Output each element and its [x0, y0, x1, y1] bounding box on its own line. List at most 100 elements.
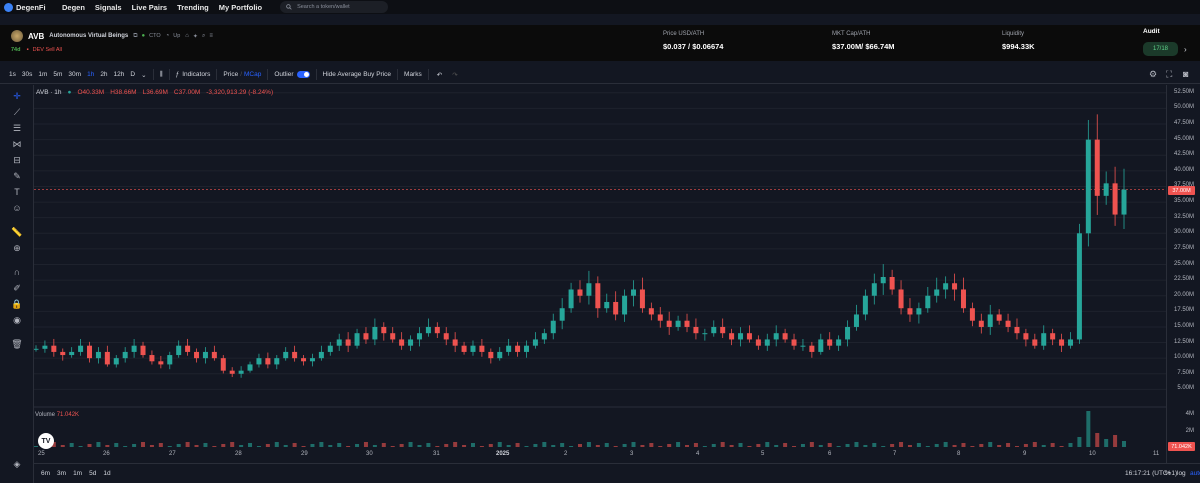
candle-body [648, 308, 654, 315]
volume-bar [872, 443, 877, 447]
interval-1s[interactable]: 1s [9, 71, 16, 78]
price-toggle[interactable]: Price [223, 71, 239, 78]
candle-body [523, 345, 529, 352]
candle-body [1067, 339, 1073, 346]
camera-icon[interactable]: ◙ [1183, 69, 1189, 79]
price-axis-label: 30.00M [1173, 229, 1194, 236]
social-icon[interactable]: ✦ [192, 33, 198, 40]
pattern-icon[interactable]: ⋈ [12, 139, 22, 149]
emoji-icon[interactable]: ☺ [12, 203, 22, 213]
lock-drawing-icon[interactable]: ✐ [13, 283, 21, 293]
candle-body [800, 345, 806, 347]
nav-degen[interactable]: Degen [62, 2, 85, 12]
tradingview-logo[interactable]: TV [38, 433, 54, 449]
nav-my-portfolio[interactable]: My Portfolio [218, 2, 263, 12]
trendline-icon[interactable]: ⟋ [13, 107, 21, 117]
range-5d[interactable]: 5d [89, 470, 97, 477]
nav-signals[interactable]: Signals [94, 2, 122, 12]
range-3m[interactable]: 3m [57, 470, 67, 477]
web-icon[interactable]: ⌂ [185, 33, 189, 39]
interval-1m[interactable]: 1m [38, 71, 48, 78]
legend-close: C37.00M [173, 89, 201, 96]
candle-body [220, 358, 226, 371]
menu-icon[interactable]: ≡ [209, 33, 213, 39]
brand-logo[interactable]: DegenFi [4, 2, 62, 12]
nav-trending[interactable]: Trending [177, 2, 209, 12]
outlier-switch[interactable] [296, 71, 310, 78]
candle-body [853, 314, 859, 327]
token-age: 74d [11, 47, 21, 53]
trash-icon[interactable]: 🗑 [11, 339, 23, 349]
interval-30m[interactable]: 30m [68, 71, 82, 78]
mcap-toggle[interactable]: MCap [244, 71, 262, 78]
eye-icon[interactable]: ◉ [13, 315, 21, 325]
search-token-icon[interactable]: ⌕ [201, 32, 206, 39]
legend-low: L36.69M [142, 89, 168, 96]
search-input[interactable]: Search a token/wallet [280, 1, 389, 13]
undo-icon[interactable]: ↶ [436, 71, 443, 79]
indicators-button[interactable]: Indicators [182, 71, 211, 78]
interval-1h[interactable]: 1h [87, 71, 95, 78]
candle-body [657, 314, 663, 321]
projection-icon[interactable]: ⊟ [13, 155, 21, 165]
log-toggle[interactable]: log [1177, 470, 1186, 477]
candle-body [390, 333, 396, 340]
interval-d[interactable]: D [130, 71, 136, 78]
mcap-label: MKT Cap/ATH [832, 31, 871, 37]
settings-icon[interactable]: ⚙ [1149, 69, 1158, 79]
audit-badge[interactable]: 17/18 [1143, 42, 1178, 56]
volume-bar [783, 443, 788, 447]
hide-avg-button[interactable]: Hide Average Buy Price [322, 71, 392, 78]
volume-bar [230, 442, 235, 447]
volume-bar [51, 442, 56, 447]
clock[interactable]: 16:17:21 (UTC+1) [1125, 470, 1178, 477]
candle-body [1005, 320, 1011, 327]
candle-body [434, 326, 440, 334]
price-chart[interactable] [34, 85, 1166, 463]
time-axis-label: 11 [1153, 451, 1160, 457]
nav-live-pairs[interactable]: Live Pairs [131, 2, 168, 12]
range-1d[interactable]: 1d [103, 470, 111, 477]
volume-bar [934, 444, 939, 447]
range-6m[interactable]: 6m [41, 470, 51, 477]
volume-bar [453, 442, 458, 447]
fullscreen-icon[interactable]: ⛶ [1166, 69, 1173, 79]
interval-2h[interactable]: 2h [100, 71, 108, 78]
interval-30s[interactable]: 30s [21, 71, 33, 78]
volume-bar [765, 442, 770, 447]
auto-toggle[interactable]: auto [1190, 470, 1200, 477]
candle-body [532, 339, 538, 346]
candle-body [211, 351, 217, 359]
interval-12h[interactable]: 12h [113, 71, 125, 78]
text-icon[interactable]: T [14, 187, 20, 197]
zoom-icon[interactable]: ⊕ [13, 243, 21, 253]
candle-type-icon[interactable]: ⫼ [159, 70, 163, 78]
brush-icon[interactable]: ✎ [13, 171, 21, 181]
copy-icon[interactable]: ⧉ [133, 32, 138, 39]
interval-5m[interactable]: 5m [53, 71, 63, 78]
volume-label: Volume [35, 412, 56, 418]
audit-label: Audit [1143, 28, 1160, 35]
range-1m[interactable]: 1m [73, 470, 83, 477]
candle-body [622, 295, 628, 315]
volume-bar [943, 442, 948, 447]
percent-toggle[interactable]: % [1165, 470, 1171, 477]
marks-button[interactable]: Marks [404, 71, 422, 78]
time-axis-label: 30 [366, 451, 373, 457]
chevron-right-icon[interactable]: › [1184, 45, 1187, 54]
lock-icon[interactable]: 🔒 [11, 299, 23, 309]
volume-bar [185, 442, 190, 447]
interval-dropdown-icon[interactable]: ⌄ [141, 71, 147, 79]
fib-icon[interactable]: ☰ [12, 123, 22, 133]
current-price-tag: 37.00M [1168, 186, 1195, 195]
crosshair-icon[interactable]: ✛ [13, 91, 21, 101]
volume-bar [221, 444, 226, 447]
candle-body [345, 339, 351, 346]
mcap-value: $37.00M/ $66.74M [832, 42, 895, 51]
layers-icon[interactable]: ◈ [13, 459, 21, 469]
ruler-icon[interactable]: 📏 [11, 227, 23, 237]
price-axis[interactable]: 52.50M 50.00M 47.50M 45.00M 42.50M 40.00M 37.5… [1166, 85, 1200, 463]
magnet-icon[interactable]: ∩ [13, 267, 21, 277]
redo-icon[interactable]: ↷ [452, 71, 458, 79]
candle-body [167, 355, 173, 365]
